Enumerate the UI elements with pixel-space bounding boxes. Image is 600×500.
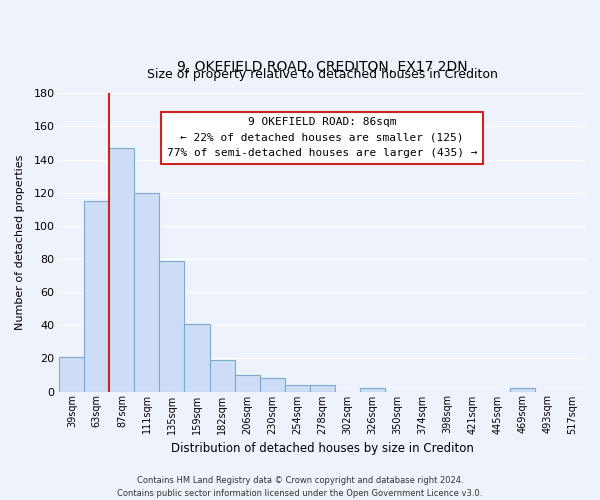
Bar [360, 388, 385, 392]
Bar [260, 378, 284, 392]
X-axis label: Distribution of detached houses by size in Crediton: Distribution of detached houses by size … [171, 442, 473, 455]
Bar [310, 385, 335, 392]
Bar [284, 385, 310, 392]
Text: Size of property relative to detached houses in Crediton: Size of property relative to detached ho… [147, 68, 497, 82]
Text: 9 OKEFIELD ROAD: 86sqm
← 22% of detached houses are smaller (125)
77% of semi-de: 9 OKEFIELD ROAD: 86sqm ← 22% of detached… [167, 117, 478, 158]
Bar [85, 201, 109, 392]
Y-axis label: Number of detached properties: Number of detached properties [15, 154, 25, 330]
Bar [134, 192, 160, 392]
Bar [59, 356, 85, 392]
Bar [109, 148, 134, 392]
Bar [184, 324, 209, 392]
Bar [160, 260, 184, 392]
Bar [209, 360, 235, 392]
Text: Contains HM Land Registry data © Crown copyright and database right 2024.
Contai: Contains HM Land Registry data © Crown c… [118, 476, 482, 498]
Bar [510, 388, 535, 392]
Bar [235, 375, 260, 392]
Title: 9, OKEFIELD ROAD, CREDITON, EX17 2DN: 9, OKEFIELD ROAD, CREDITON, EX17 2DN [177, 60, 467, 74]
